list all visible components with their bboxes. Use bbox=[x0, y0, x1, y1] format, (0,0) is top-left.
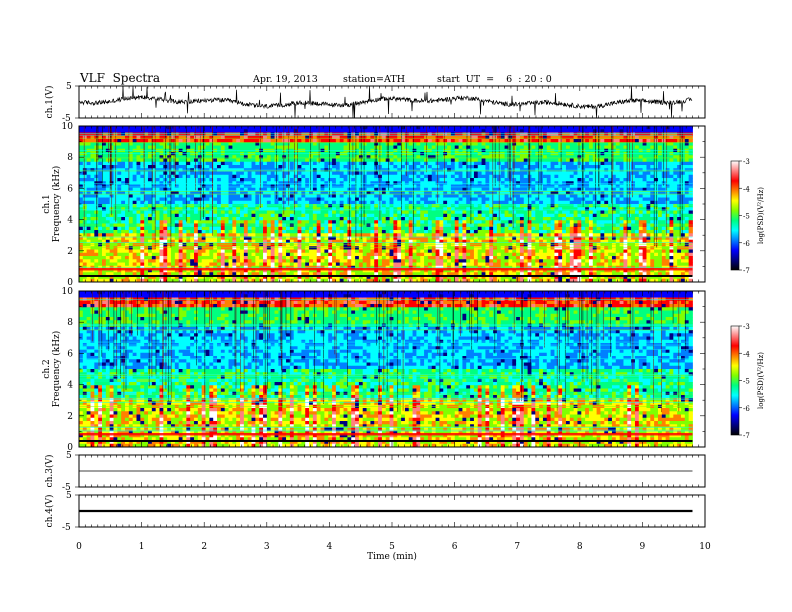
ch1-spectrogram-ytick-label: 0 bbox=[67, 278, 73, 288]
time-axis-tick-label: 4 bbox=[327, 542, 333, 552]
figure-title: VLF Spectra bbox=[80, 71, 161, 85]
ch1-spectrogram-colorbar-tick-label: -7 bbox=[743, 267, 750, 275]
ch1-spectrogram-colorbar-tick-label: -6 bbox=[743, 240, 750, 248]
ch2-spectrogram-colorbar-tick-label: -4 bbox=[743, 350, 750, 358]
time-axis-label: Time (min) bbox=[367, 551, 417, 562]
ch1-waveform-ytick-label: 5 bbox=[66, 82, 72, 92]
ch2-spectrogram-colorbar bbox=[730, 325, 740, 436]
ch2-spectrogram-colorbar-label: log(PSD)(V²/Hz) bbox=[757, 352, 765, 409]
ch3-waveform-ytick-label: -5 bbox=[62, 483, 71, 493]
ch3-waveform-ytick-label: 5 bbox=[66, 451, 72, 461]
ch2-spectrogram-ytick-label: 0 bbox=[67, 443, 73, 453]
ch1-spectrogram-channel-label: ch.1 bbox=[42, 194, 52, 213]
time-axis-tick-label: 10 bbox=[699, 542, 711, 552]
ch2-spectrogram-ytick-label: 10 bbox=[62, 287, 74, 297]
ch4-waveform-ylabel: ch.4(V) bbox=[44, 495, 55, 528]
ch2-spectrogram-ytick-label: 4 bbox=[67, 381, 73, 391]
ch2-spectrogram-ytick-label: 8 bbox=[67, 318, 73, 328]
ch2-spectrogram-channel-label: ch.2 bbox=[42, 359, 52, 378]
ch4-waveform-band bbox=[79, 509, 693, 513]
time-axis-tick-label: 6 bbox=[452, 542, 458, 552]
ch1-waveform-ylabel: ch.1(V) bbox=[44, 86, 55, 119]
time-axis-tick-label: 1 bbox=[139, 542, 145, 552]
ch2-spectrogram-image bbox=[79, 291, 693, 448]
ch1-spectrogram-ytick-label: 2 bbox=[67, 247, 73, 257]
ch1-waveform-line bbox=[78, 86, 693, 118]
ch2-spectrogram-ytick-label: 6 bbox=[67, 349, 73, 359]
time-axis-tick-label: 0 bbox=[76, 542, 82, 552]
ch4-waveform-ytick-label: -5 bbox=[62, 523, 71, 533]
ch4-waveform-ytick-label: 5 bbox=[66, 491, 72, 501]
time-axis-tick-label: 5 bbox=[389, 542, 395, 552]
ch1-spectrogram-colorbar-tick-label: -3 bbox=[743, 158, 750, 166]
ch1-spectrogram-image bbox=[79, 126, 693, 283]
time-axis-tick-label: 8 bbox=[577, 542, 583, 552]
ch2-spectrogram-colorbar-tick-label: -7 bbox=[743, 432, 750, 440]
ch1-spectrogram-ytick-label: 8 bbox=[67, 153, 73, 163]
station-label: station=ATH bbox=[343, 74, 405, 85]
ch1-spectrogram-ytick-label: 10 bbox=[62, 122, 74, 132]
ch1-spectrogram-colorbar-label: log(PSD)(V²/Hz) bbox=[757, 187, 765, 244]
ch1-spectrogram-ytick-label: 4 bbox=[67, 216, 73, 226]
time-axis-tick-label: 3 bbox=[264, 542, 270, 552]
ch1-spectrogram-ytick-label: 6 bbox=[67, 184, 73, 194]
ch2-spectrogram-ylabel: Frequency (kHz) bbox=[51, 331, 62, 408]
ch1-spectrogram-ylabel: Frequency (kHz) bbox=[51, 166, 62, 243]
ch2-spectrogram-ytick-label: 2 bbox=[67, 412, 73, 422]
ch1-waveform-ytick-label: -5 bbox=[62, 114, 71, 124]
ch1-spectrogram-colorbar-tick-label: -4 bbox=[743, 185, 750, 193]
time-axis-tick-label: 9 bbox=[640, 542, 646, 552]
start-time-label: start UT = 6 : 20 : 0 bbox=[437, 74, 552, 85]
ch2-spectrogram-colorbar-tick-label: -3 bbox=[743, 323, 750, 331]
date-label: Apr. 19, 2013 bbox=[253, 74, 318, 85]
time-axis-tick-label: 7 bbox=[514, 542, 520, 552]
ch1-spectrogram-colorbar-tick-label: -5 bbox=[743, 213, 750, 221]
ch3-waveform-ylabel: ch.3(V) bbox=[44, 455, 55, 488]
ch2-spectrogram-colorbar-tick-label: -5 bbox=[743, 378, 750, 386]
time-axis-tick-label: 2 bbox=[201, 542, 207, 552]
ch1-spectrogram-colorbar bbox=[730, 160, 740, 271]
ch2-spectrogram-colorbar-tick-label: -6 bbox=[743, 405, 750, 413]
